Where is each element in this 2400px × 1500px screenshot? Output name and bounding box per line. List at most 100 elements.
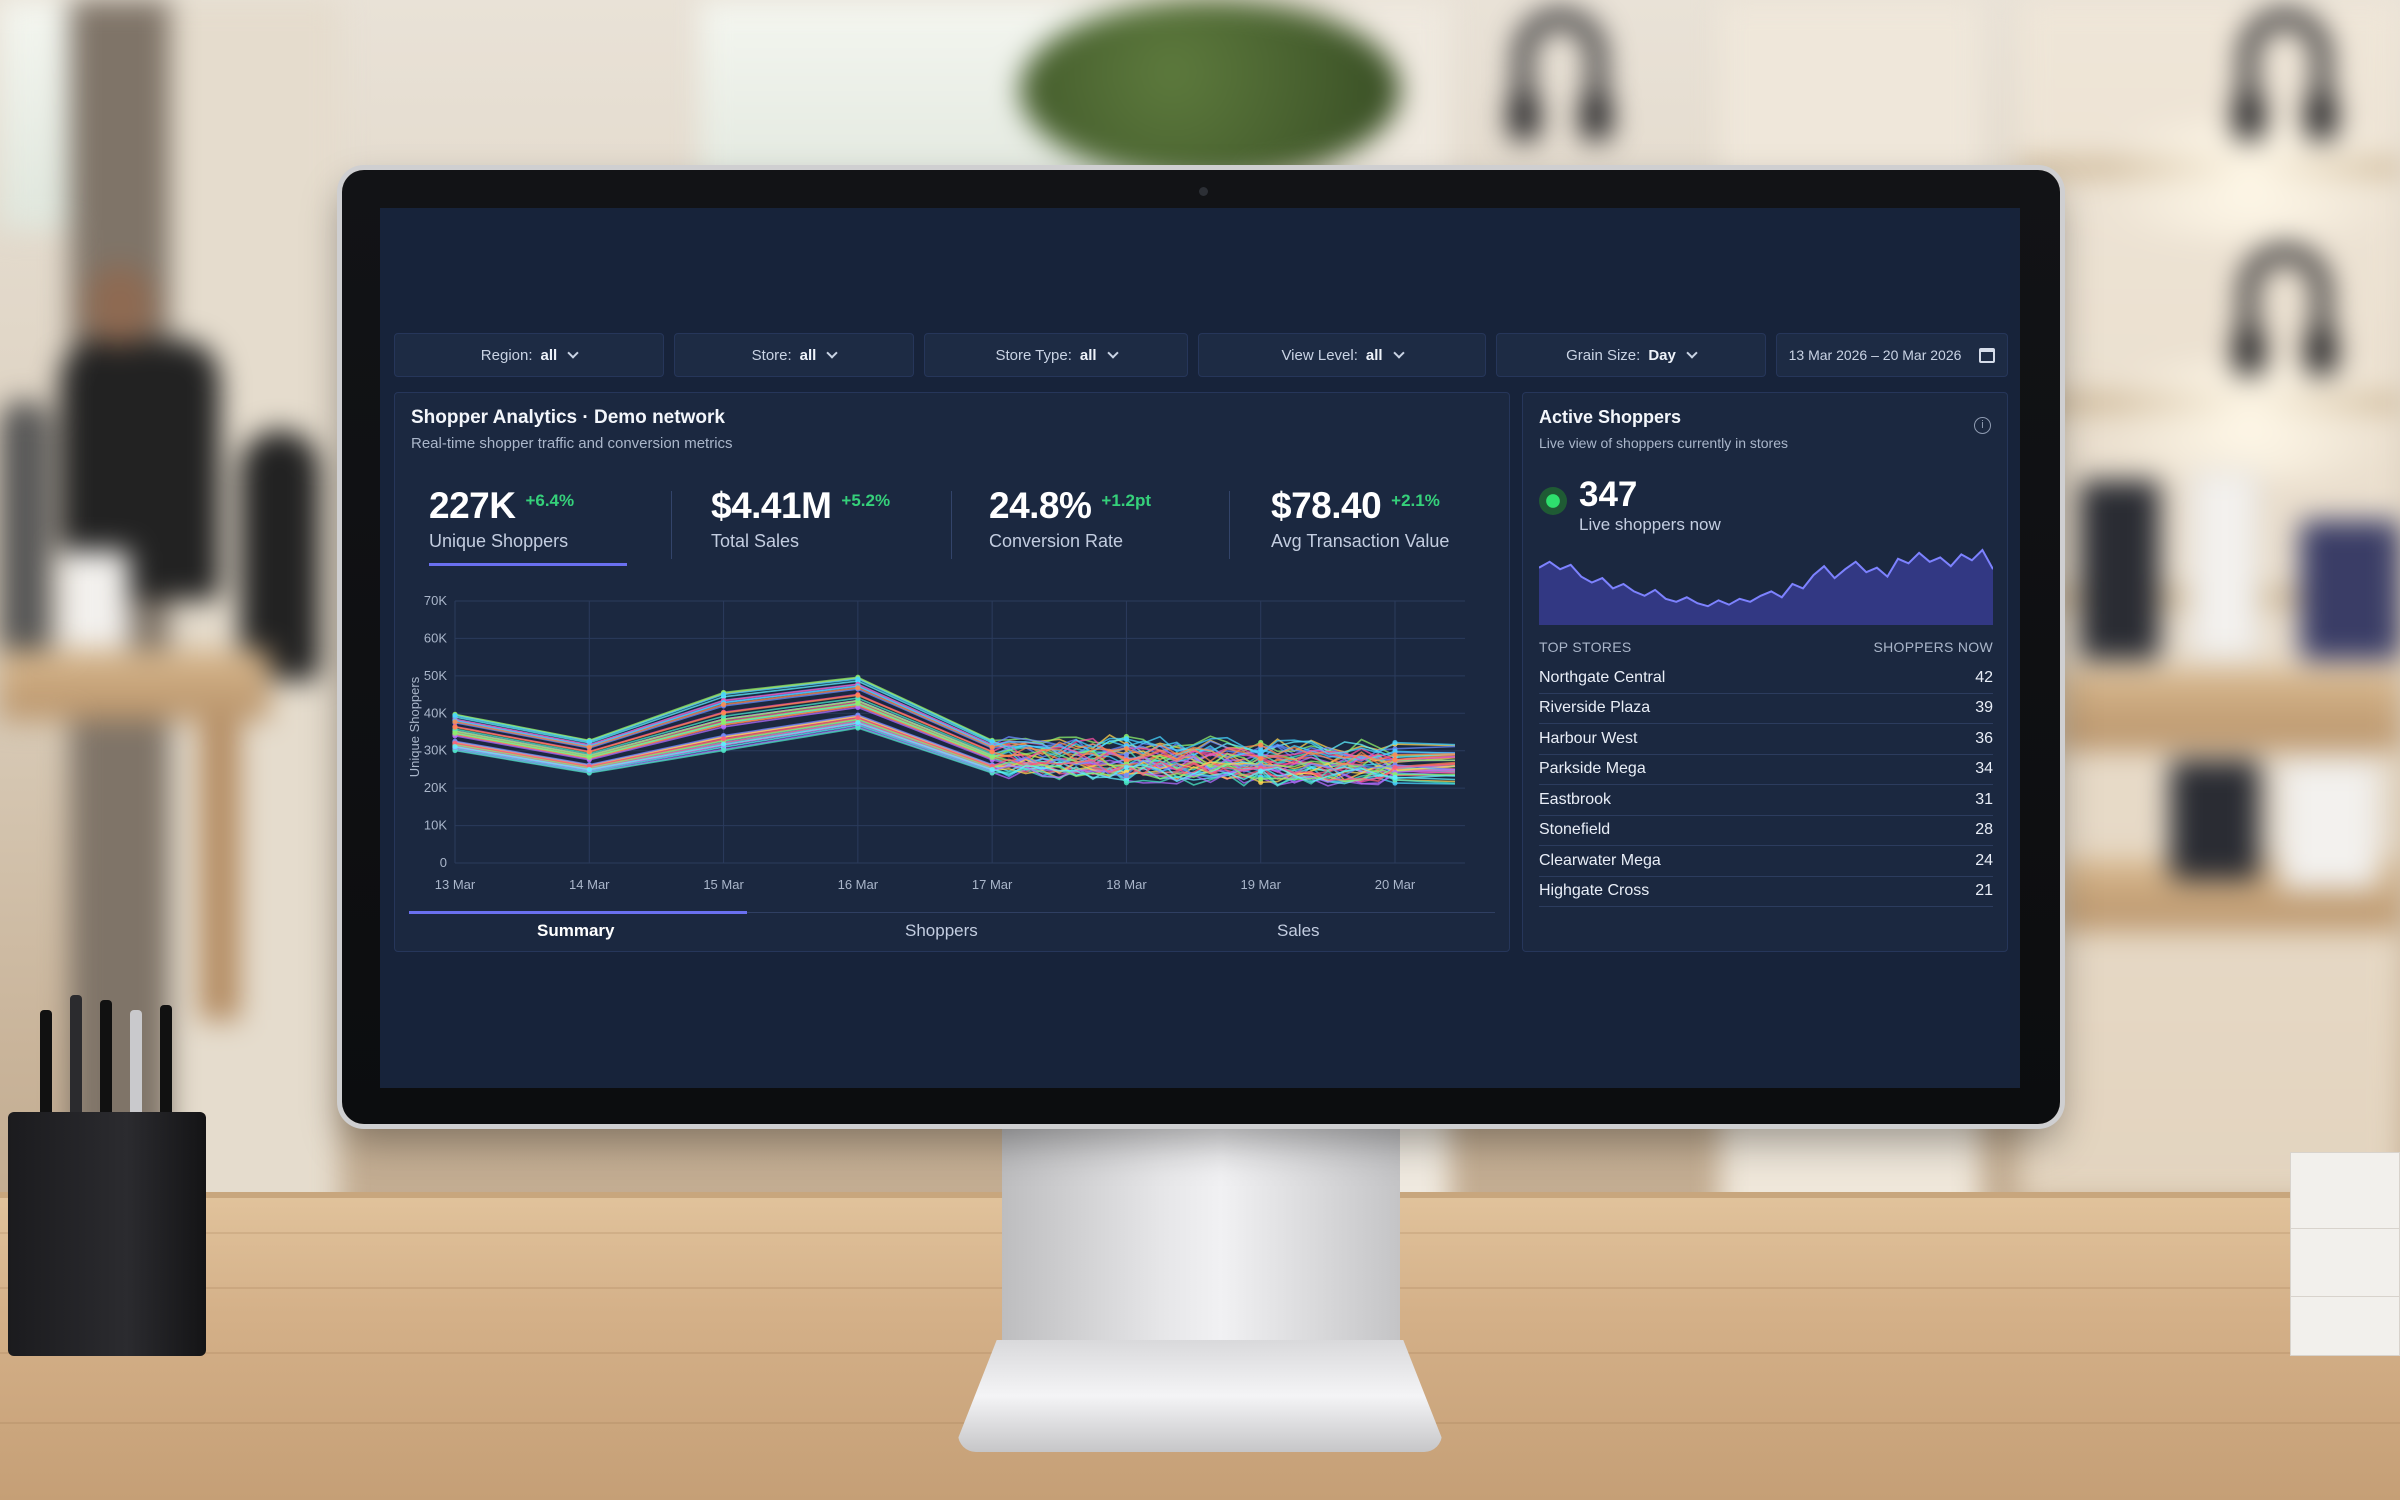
panel-title: Active Shoppers bbox=[1539, 407, 1682, 427]
series-point bbox=[1123, 736, 1130, 742]
store-row[interactable]: Clearwater Mega 24 bbox=[1539, 846, 1993, 877]
sparkline-area bbox=[1539, 550, 1993, 625]
store-filter[interactable]: Store: all bbox=[674, 333, 914, 377]
store-row[interactable]: Parkside Mega 34 bbox=[1539, 755, 1993, 785]
kpi-divider bbox=[1229, 491, 1230, 559]
tab-summary[interactable]: Summary bbox=[537, 921, 615, 940]
x-tick-label: 17 Mar bbox=[972, 877, 1013, 892]
view-level-filter[interactable]: View Level: all bbox=[1198, 333, 1486, 377]
top-stores-header: TOP STORES SHOPPERS NOW bbox=[1539, 639, 1993, 655]
series-point bbox=[1123, 772, 1130, 778]
store-count: 21 bbox=[1975, 882, 1993, 900]
date-range-picker[interactable]: 13 Mar 2026 – 20 Mar 2026 bbox=[1776, 333, 2008, 377]
monitor-stand-neck bbox=[1002, 1118, 1400, 1358]
live-shoppers-label: Live shoppers now bbox=[1579, 515, 1721, 534]
panel-subtitle: Real-time shopper traffic and conversion… bbox=[411, 435, 733, 452]
kpi-unique-shoppers[interactable]: 227K +6.4% Unique Shoppers bbox=[429, 485, 574, 565]
filter-label: Store Type: bbox=[995, 346, 1072, 364]
series-point bbox=[855, 715, 861, 721]
series-point bbox=[720, 741, 727, 747]
person bbox=[240, 430, 320, 680]
tab-shoppers[interactable]: Shoppers bbox=[905, 921, 978, 940]
calendar-icon bbox=[1979, 347, 1996, 363]
monitor-stand-base bbox=[958, 1340, 1442, 1452]
store-series-line bbox=[454, 727, 1456, 787]
filter-label: Grain Size: bbox=[1566, 346, 1641, 364]
series-point bbox=[855, 676, 861, 682]
kpi-selected-indicator bbox=[429, 563, 627, 566]
tab-divider bbox=[747, 912, 1495, 913]
series-point bbox=[1258, 747, 1264, 753]
store-row[interactable]: Eastbrook 31 bbox=[1539, 785, 1993, 816]
tab-sales[interactable]: Sales bbox=[1277, 921, 1320, 940]
top-stores-label: TOP STORES bbox=[1539, 639, 1632, 655]
kpi-avg-transaction-value[interactable]: $78.40 +2.1% Avg Transaction Value bbox=[1271, 485, 1449, 565]
top-stores-list: Northgate Central 42 Riverside Plaza 39 Ha… bbox=[1539, 663, 1993, 907]
store-name: Stonefield bbox=[1539, 821, 1611, 839]
live-shoppers-value: 347 bbox=[1579, 475, 1638, 514]
pen bbox=[160, 1005, 172, 1120]
store-row[interactable]: Stonefield 28 bbox=[1539, 816, 1993, 846]
x-tick-label: 19 Mar bbox=[1240, 877, 1281, 892]
kpi-total-sales[interactable]: $4.41M +5.2% Total Sales bbox=[711, 485, 890, 565]
info-icon[interactable]: i bbox=[1974, 417, 1991, 434]
y-tick-label: 60K bbox=[424, 630, 447, 645]
store-type-filter[interactable]: Store Type: all bbox=[924, 333, 1188, 377]
display-table bbox=[0, 650, 270, 720]
pen-cup bbox=[8, 1112, 206, 1356]
store-name: Northgate Central bbox=[1539, 668, 1666, 686]
series-point bbox=[989, 766, 995, 773]
kpi-value: $4.41M bbox=[711, 485, 832, 526]
store-name: Highgate Cross bbox=[1539, 882, 1650, 900]
store-count: 28 bbox=[1975, 821, 1993, 839]
store-name: Parkside Mega bbox=[1539, 760, 1646, 778]
chevron-down-icon bbox=[1106, 347, 1119, 359]
date-range-value: 13 Mar 2026 – 20 Mar 2026 bbox=[1788, 347, 1962, 363]
series-point bbox=[1258, 755, 1264, 762]
store-count: 34 bbox=[1975, 760, 1993, 778]
store-row[interactable]: Northgate Central 42 bbox=[1539, 663, 1993, 694]
dashboard-screen: Region: all Store: all Store Type: all V… bbox=[380, 208, 2020, 1088]
shoppers-now-label: SHOPPERS NOW bbox=[1873, 639, 1993, 655]
person bbox=[0, 400, 50, 660]
store-count: 31 bbox=[1975, 790, 1993, 808]
pen bbox=[130, 1010, 142, 1120]
filter-bar: Region: all Store: all Store Type: all V… bbox=[394, 333, 2008, 377]
chart-series bbox=[452, 674, 1456, 787]
pen bbox=[40, 1010, 52, 1120]
grain-size-filter[interactable]: Grain Size: Day bbox=[1496, 333, 1766, 377]
table-leg bbox=[200, 720, 240, 1020]
series-point bbox=[1258, 776, 1264, 782]
series-point bbox=[452, 730, 458, 736]
store-count: 36 bbox=[1975, 729, 1993, 747]
y-tick-label: 30K bbox=[424, 743, 447, 758]
chevron-down-icon bbox=[1392, 347, 1405, 359]
kpi-delta: +1.2pt bbox=[1101, 491, 1152, 510]
unique-shoppers-chart[interactable]: 70K 60K 50K 40K 30K 20K 10K 0 13 Mar 14 Mar 15 Ma… bbox=[405, 591, 1495, 907]
headphones bbox=[2234, 245, 2336, 375]
box bbox=[2290, 1152, 2400, 1230]
series-point bbox=[989, 754, 995, 760]
y-tick-label: 10K bbox=[424, 818, 447, 833]
box bbox=[2290, 1296, 2400, 1356]
store-row[interactable]: Harbour West 36 bbox=[1539, 724, 1993, 755]
box bbox=[2290, 1228, 2400, 1298]
kpi-value: $78.40 bbox=[1271, 485, 1382, 526]
series-point bbox=[855, 685, 861, 691]
series-point bbox=[586, 766, 592, 773]
region-filter[interactable]: Region: all bbox=[394, 333, 664, 377]
kpi-value: 227K bbox=[429, 485, 516, 526]
series-point bbox=[452, 724, 458, 730]
kpi-delta: +2.1% bbox=[1391, 491, 1440, 510]
pen bbox=[70, 995, 82, 1120]
store-row[interactable]: Highgate Cross 21 bbox=[1539, 877, 1993, 907]
active-shoppers-panel: Active Shoppers Live view of shoppers cu… bbox=[1522, 392, 2008, 952]
filter-label: View Level: bbox=[1281, 346, 1358, 364]
kpi-delta: +5.2% bbox=[841, 491, 891, 510]
store-row[interactable]: Riverside Plaza 39 bbox=[1539, 694, 1993, 724]
x-tick-label: 20 Mar bbox=[1375, 877, 1416, 892]
kpi-conversion-rate[interactable]: 24.8% +1.2pt Conversion Rate bbox=[989, 485, 1151, 565]
sparkline-line bbox=[1539, 548, 1993, 608]
store-count: 42 bbox=[1975, 668, 1993, 686]
filter-label: Store: bbox=[751, 346, 792, 364]
